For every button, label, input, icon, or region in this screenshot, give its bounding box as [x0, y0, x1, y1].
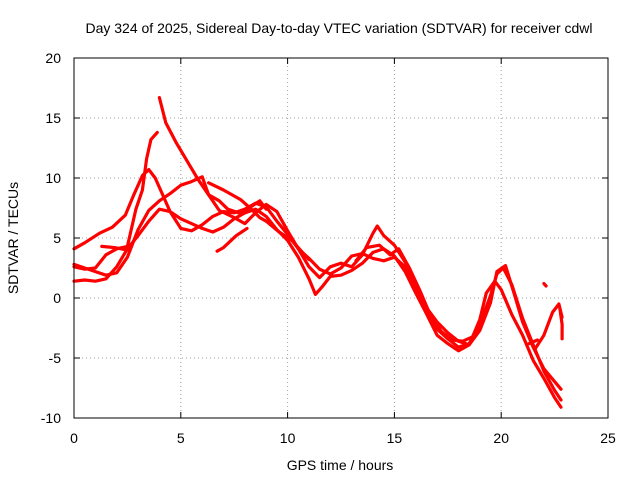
y-tick-label: -10 — [41, 410, 61, 426]
series-track-j — [100, 244, 130, 252]
series-track-f — [207, 181, 311, 262]
x-axis-label: GPS time / hours — [287, 457, 394, 473]
y-tick-label: 0 — [53, 290, 61, 306]
series-track-i — [558, 307, 564, 341]
grid — [74, 58, 608, 418]
series-track-k — [215, 226, 249, 253]
y-tick-label: 5 — [53, 230, 61, 246]
x-tick-label: 10 — [280, 430, 296, 446]
x-tick-label: 15 — [387, 430, 403, 446]
series-track-m — [542, 282, 548, 288]
axis-ticks: 0 5 10 15 20 25 -10 -5 0 5 10 15 20 — [41, 50, 616, 446]
series-track-l — [527, 338, 540, 346]
chart-title: Day 324 of 2025, Sidereal Day-to-day VTE… — [85, 20, 592, 36]
series-track-g — [354, 243, 486, 343]
y-tick-label: -5 — [49, 350, 62, 366]
series-track-e — [157, 95, 268, 215]
series-track-a — [72, 168, 563, 402]
y-tick-label: 20 — [45, 50, 61, 66]
x-tick-label: 0 — [70, 430, 78, 446]
series-track-d — [72, 130, 159, 271]
series-track-b — [72, 175, 563, 391]
x-tick-label: 25 — [600, 430, 616, 446]
series-track-c — [72, 207, 563, 409]
y-tick-label: 10 — [45, 170, 61, 186]
plot-series — [72, 95, 564, 409]
y-tick-label: 15 — [45, 110, 61, 126]
series-track-h — [533, 302, 564, 350]
y-axis-label: SDTVAR / TECUs — [5, 182, 21, 294]
x-tick-label: 20 — [493, 430, 509, 446]
x-tick-label: 5 — [177, 430, 185, 446]
